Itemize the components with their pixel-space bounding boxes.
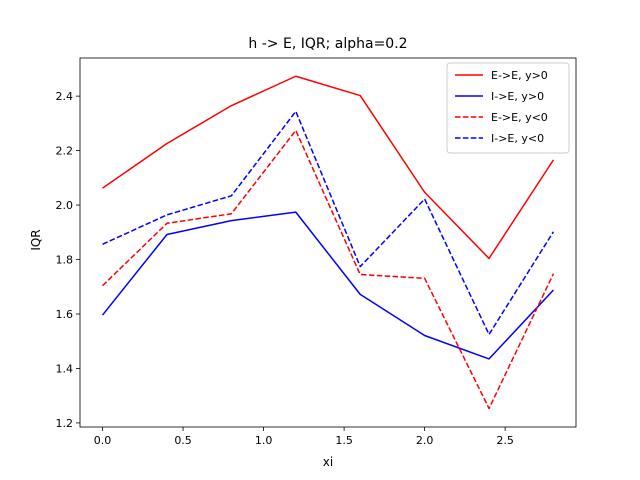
legend: E->E, y>0 I->E, y>0 E->E, y<0 I->E, y<0 [446, 62, 570, 154]
legend-label-2: E->E, y<0 [491, 111, 548, 124]
axis-ticks: 0.0 0.5 1.0 1.5 2.0 2.5 1.2 1.4 1.6 1.8 2.0 2.2 2.4 [56, 90, 514, 447]
y-tick-label: 2.2 [56, 145, 74, 158]
legend-label-1: I->E, y>0 [491, 90, 544, 103]
legend-label-3: I->E, y<0 [491, 132, 544, 145]
x-tick-label: 1.0 [255, 434, 273, 447]
x-tick-label: 0.0 [94, 434, 112, 447]
x-axis-label: xi [323, 455, 333, 469]
series-line-1 [101, 211, 554, 360]
x-tick-label: 0.5 [174, 434, 192, 447]
x-tick-label: 1.5 [335, 434, 353, 447]
y-axis-label: IQR [29, 229, 43, 250]
y-tick-label: 2.0 [56, 199, 74, 212]
x-tick-label: 2.0 [416, 434, 434, 447]
y-tick-label: 1.2 [56, 417, 74, 430]
legend-label-0: E->E, y>0 [491, 69, 548, 82]
legend-box [446, 62, 570, 154]
y-tick-label: 1.6 [56, 308, 74, 321]
series-line-3 [102, 110, 555, 336]
y-tick-label: 1.8 [56, 254, 74, 267]
y-tick-label: 2.4 [56, 90, 74, 103]
series-line-2 [102, 129, 555, 410]
axes-frame [79, 57, 577, 428]
chart-title: h -> E, IQR; alpha=0.2 [248, 36, 407, 52]
x-tick-label: 2.5 [496, 434, 514, 447]
series-line-0 [102, 75, 555, 260]
plot-area [79, 57, 577, 428]
y-tick-label: 1.4 [56, 362, 74, 375]
